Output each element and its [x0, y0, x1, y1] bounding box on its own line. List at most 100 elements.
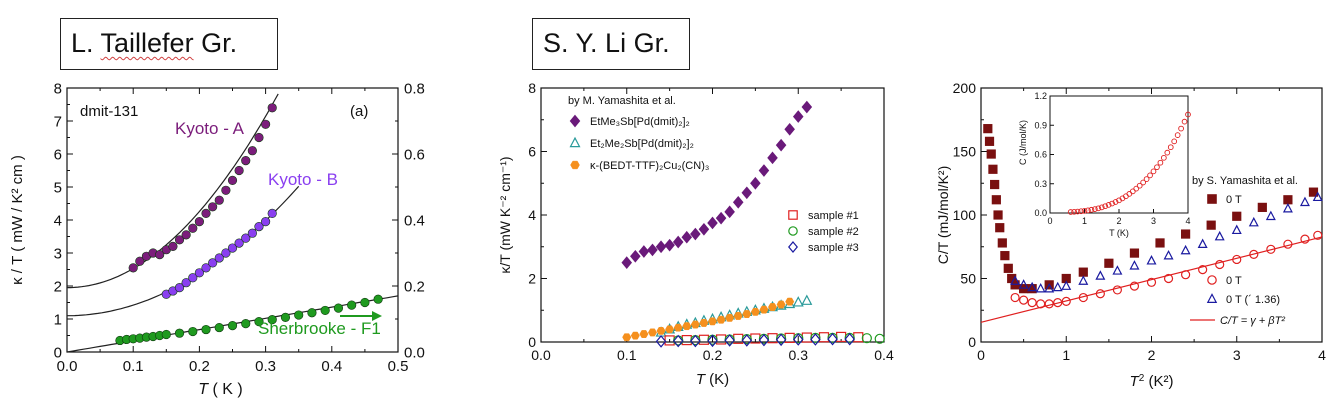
inset-data-point — [1078, 208, 1084, 215]
inset-data-point — [1154, 164, 1160, 171]
panel3-data-point — [1000, 251, 1010, 261]
panel3-data-point — [991, 195, 1001, 205]
panel1-data-point — [307, 308, 317, 318]
inset-data-point — [1157, 159, 1164, 166]
panel2-data-point — [844, 332, 855, 346]
panel2-data-point — [630, 331, 640, 340]
panel3-data-point — [1155, 238, 1165, 248]
panel3-data-point — [1035, 282, 1046, 293]
left-header-name: Taillefer — [100, 28, 194, 58]
panel3-data-point — [1206, 220, 1216, 230]
inset-data-point — [1181, 118, 1188, 125]
panel2-data-point — [801, 100, 813, 114]
panel3-y-tick-label: 200 — [953, 80, 977, 96]
panel2-data-point — [690, 227, 701, 241]
panel1-y2-tick-label: 0.8 — [404, 80, 425, 97]
panel2-data-point — [741, 334, 753, 347]
panel2-legend-marker — [569, 114, 581, 128]
panel1-data-point — [201, 263, 211, 273]
panel3-y-tick-label: 50 — [960, 270, 976, 286]
panel2-legend-label: sample #1 — [808, 210, 859, 222]
inset-data-point — [1150, 168, 1157, 175]
inset-x-tick-label: 3 — [1151, 216, 1156, 226]
panel3-x-tick-label: 0 — [977, 347, 985, 363]
inset-data-point — [1081, 208, 1088, 214]
inset-data-point — [1174, 132, 1181, 138]
panel3-data-point — [1232, 254, 1242, 265]
panel1-data-point — [373, 294, 383, 304]
panel1-arrow-head — [372, 311, 382, 321]
panel3-data-point — [1313, 230, 1323, 240]
panel1-data-point — [174, 328, 185, 338]
panel1-data-point — [234, 238, 244, 248]
panel3-data-point — [1300, 234, 1310, 244]
panel3-legend-label: 0 T — [1226, 275, 1242, 287]
panel1-data-point — [155, 250, 165, 260]
inset-x-tick-label: 2 — [1116, 216, 1121, 226]
inset-data-point — [1178, 125, 1184, 132]
panel3-y-label: C/T (mJ/mol/K²) — [935, 166, 951, 265]
panel1-data-point — [280, 312, 291, 322]
left-header-suffix: Gr. — [193, 28, 238, 58]
panel1-data-point — [201, 324, 211, 335]
panel2-data-point — [698, 222, 710, 236]
panel2-data-point — [776, 300, 786, 309]
panel1-y2-tick-label: 0.2 — [404, 278, 425, 295]
panel1-data-point — [208, 258, 218, 268]
panel3-data-point — [1018, 279, 1029, 289]
panel1-data-point — [254, 222, 264, 232]
panel2-data-point — [673, 323, 683, 332]
panel1-data-point — [181, 230, 191, 240]
panel2-data-point — [785, 297, 795, 306]
inset-data-point — [1143, 176, 1150, 182]
panel2-data-point — [715, 211, 727, 225]
inset-y-tick-label: 0.6 — [1034, 150, 1047, 160]
panel1-data-point — [227, 175, 238, 185]
inset-frame — [1049, 95, 1189, 214]
panel2-data-point — [792, 333, 804, 346]
panel2-data-point — [699, 319, 709, 327]
panel2-data-point — [810, 333, 821, 346]
panel2-data-point — [861, 333, 872, 344]
panel2-data-point — [792, 110, 804, 123]
panel1-data-point — [320, 305, 330, 316]
panel3-data-point — [1044, 282, 1055, 293]
panel1-y-tick-label: 5 — [54, 179, 62, 196]
inset-x-label: T (K) — [1109, 228, 1129, 238]
panel1-data-point — [221, 185, 231, 195]
panel3-data-point — [1163, 249, 1174, 260]
panel1-data-point — [241, 319, 251, 329]
panel3-x-tick-label: 3 — [1233, 347, 1241, 363]
inset-data-point — [1085, 207, 1091, 214]
panel2-data-point — [853, 332, 864, 343]
panel3-data-point — [1078, 267, 1088, 277]
panel2-data-point — [708, 317, 717, 326]
panel3-y-tick-label: 150 — [953, 143, 977, 159]
panel1-data-point — [360, 297, 370, 308]
panel2-data-point — [648, 328, 657, 337]
panel3-legend-title: by S. Yamashita et al. — [1192, 175, 1298, 187]
panel1-x-tick-label: 0.5 — [388, 358, 409, 375]
panel2-x-tick-label: 0.4 — [874, 347, 894, 363]
panel2-data-point — [639, 330, 649, 338]
panel3-data-point — [1078, 292, 1088, 303]
panel1-data-point — [188, 273, 198, 283]
panel3-data-point — [1232, 211, 1242, 221]
panel3-data-point — [1265, 210, 1276, 221]
panel1-series-label-kyoto-a: Kyoto - A — [175, 119, 245, 138]
panel2-data-point — [792, 296, 804, 307]
panel1-data-point — [201, 208, 211, 218]
panel2-data-point — [707, 216, 718, 230]
panel3-data-point — [1257, 202, 1267, 212]
panel1-sample-label: dmit-131 — [80, 103, 138, 120]
panel2-data-point — [716, 315, 726, 324]
panel3-data-point — [1078, 275, 1089, 285]
panel1-data-point — [347, 300, 357, 310]
panel1-y-tick-label: 6 — [54, 146, 62, 163]
panel3-legend-label: 0 T (´ 1.36) — [1226, 294, 1280, 306]
panel3-data-point — [1299, 196, 1310, 207]
inset-data-point — [1095, 205, 1102, 212]
panel1-data-point — [174, 283, 185, 293]
panel2-data-point — [818, 332, 830, 343]
panel3-data-point — [1112, 285, 1123, 295]
